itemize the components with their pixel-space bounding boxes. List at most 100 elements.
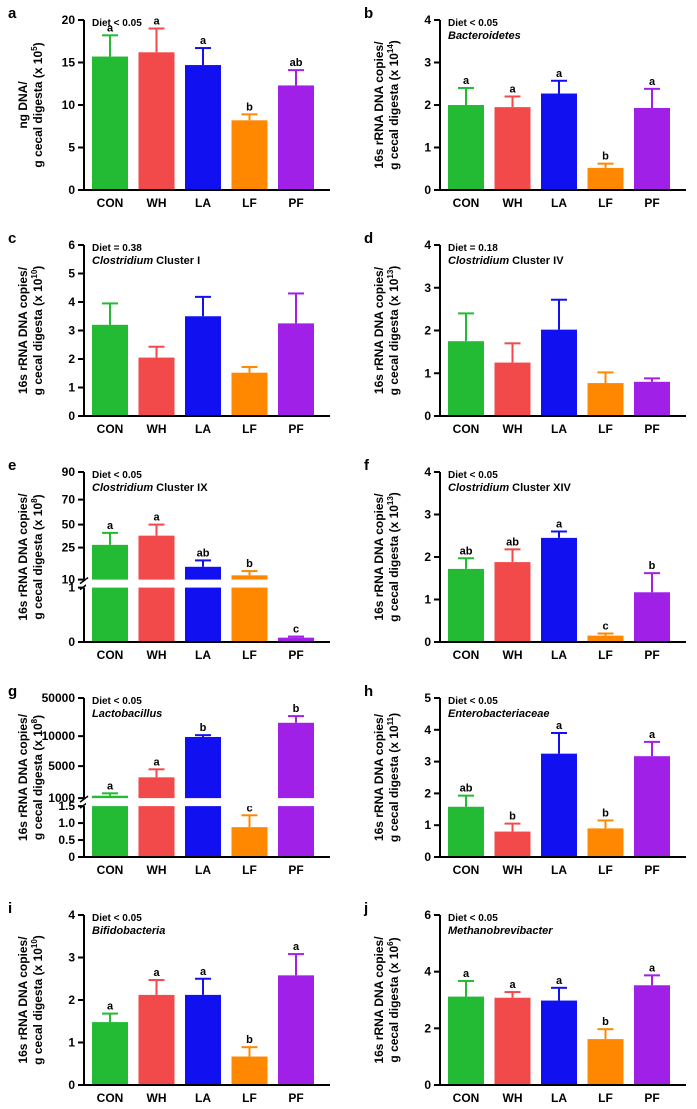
taxon-name: Clostridium xyxy=(92,482,153,494)
taxon-label: Clostridium Cluster I xyxy=(92,255,200,267)
y-axis-label-line1: ng DNA/ xyxy=(16,81,30,129)
y-tick-label: 15 xyxy=(62,56,76,70)
bar-con xyxy=(448,806,484,857)
x-tick-label: WH xyxy=(147,648,167,662)
stat-annotation: Diet < 0.05 xyxy=(92,696,142,707)
stat-annotation: Diet < 0.05 xyxy=(448,18,498,29)
y-tick-label: 2 xyxy=(424,550,431,564)
y-tick-label: 4 xyxy=(424,13,431,27)
y-axis-label-close: ) xyxy=(31,715,45,719)
significance-letter: ab xyxy=(197,547,210,559)
y-axis-label-text: g cecal digesta (x 10 xyxy=(31,278,45,395)
x-tick-label: PF xyxy=(288,196,303,210)
y-tick-label: 3 xyxy=(424,56,431,70)
bar-pf xyxy=(634,985,670,1085)
bar-lf xyxy=(587,383,624,416)
x-tick-label: PF xyxy=(644,196,659,210)
stat-annotation: Diet < 0.05 xyxy=(448,470,498,481)
y-tick-label: 2 xyxy=(424,1021,431,1035)
panel-d: d 0 1 2 3 4 CON WH LA LF PF Diet = 0.18Clostridium … xyxy=(364,230,686,436)
y-tick-label: 0.5 xyxy=(58,833,75,847)
significance-letter: a xyxy=(556,975,563,987)
significance-letter: a xyxy=(509,979,516,991)
y-axis-label-text: g cecal digesta (x 10 xyxy=(387,53,401,170)
stat-annotation: Diet < 0.05 xyxy=(92,470,142,481)
y-axis-label-close: ) xyxy=(31,266,45,270)
y-tick-label: 0 xyxy=(68,1078,75,1092)
bar-con xyxy=(448,568,484,642)
y-axis-label-line1: 16s rRNA DNA copies/ xyxy=(16,493,30,621)
y-tick-label: 1 xyxy=(68,1036,75,1050)
significance-letter: c xyxy=(602,621,608,633)
panel-letter: d xyxy=(364,230,373,247)
x-tick-label: PF xyxy=(644,422,659,436)
bar-pf xyxy=(278,323,314,416)
panel-letter: e xyxy=(8,457,16,474)
significance-letter: b xyxy=(602,151,609,163)
x-tick-label: CON xyxy=(97,648,124,662)
y-axis-label-close: ) xyxy=(387,40,401,44)
taxon-name: Lactobacillus xyxy=(92,708,162,720)
bar-la xyxy=(185,737,221,857)
y-tick-label: 50 xyxy=(62,518,76,532)
x-tick-label: LF xyxy=(598,1091,613,1105)
bar-pf xyxy=(634,107,670,190)
y-tick-label: 5 xyxy=(68,141,75,155)
significance-letter: a xyxy=(107,22,114,34)
taxon-name: Clostridium xyxy=(92,255,153,267)
significance-letter: b xyxy=(602,807,609,819)
y-axis-label-exponent: 11 xyxy=(386,716,395,725)
stat-annotation: Diet = 0.18 xyxy=(448,243,498,254)
bar-la xyxy=(185,566,221,642)
stat-annotation: Diet < 0.05 xyxy=(448,913,498,924)
y-axis-label-exponent: 10 xyxy=(30,269,39,278)
panel-letter: a xyxy=(8,5,17,22)
y-axis-label-exponent: 13 xyxy=(386,496,395,505)
y-tick-label: 10000 xyxy=(42,729,76,743)
significance-letter: b xyxy=(509,811,516,823)
x-tick-label: LA xyxy=(195,1091,211,1105)
y-tick-label: 0 xyxy=(68,183,75,197)
y-tick-label: 1 xyxy=(424,366,431,380)
y-axis-label-exponent: 5 xyxy=(30,46,39,51)
y-tick-label: 0 xyxy=(68,850,75,864)
y-axis-label-close: ) xyxy=(387,266,401,270)
stat-annotation: Diet < 0.05 xyxy=(92,913,142,924)
bar-la xyxy=(185,65,221,190)
x-tick-label: LA xyxy=(195,422,211,436)
significance-letter: a xyxy=(556,720,563,732)
y-tick-label: 0 xyxy=(424,1078,431,1092)
x-tick-label: LF xyxy=(598,648,613,662)
bar-pf xyxy=(278,975,314,1085)
y-axis-label-line1: 16s rRNA DNA copies/ xyxy=(372,41,386,169)
y-axis-label-line2: g cecal digesta (x 1010) xyxy=(30,935,45,1065)
taxon-name: Bacteroidetes xyxy=(448,30,521,42)
significance-letter: a xyxy=(293,941,300,953)
y-tick-label: 4 xyxy=(424,465,431,479)
x-tick-label: CON xyxy=(453,1091,480,1105)
significance-letter: b xyxy=(293,703,300,715)
x-tick-label: CON xyxy=(453,648,480,662)
panel-letter: i xyxy=(8,900,12,917)
y-axis-label-close: ) xyxy=(31,42,45,46)
significance-letter: a xyxy=(556,519,563,531)
panel-c: c 0 1 2 3 4 5 6 CON WH LA LF PF Diet = 0.38Clostridiu… xyxy=(8,230,330,436)
axis-break-gap xyxy=(86,579,332,588)
y-tick-label: 5 xyxy=(424,691,431,705)
x-tick-label: CON xyxy=(97,1091,124,1105)
significance-letter: a xyxy=(463,75,470,87)
y-tick-label: 0 xyxy=(424,409,431,423)
y-tick-label: 6 xyxy=(68,238,75,252)
y-axis-label-line2: g cecal digesta (x 108) xyxy=(30,715,45,840)
x-tick-label: LA xyxy=(551,196,567,210)
panel-letter: c xyxy=(8,230,16,247)
significance-letter: b xyxy=(200,722,207,734)
bar-wh xyxy=(494,997,531,1085)
y-tick-label: 1 xyxy=(424,818,431,832)
significance-letter: b xyxy=(602,1016,609,1028)
y-tick-label: 70 xyxy=(62,493,76,507)
y-tick-label: 3 xyxy=(424,508,431,522)
bar-lf xyxy=(587,828,624,857)
x-tick-label: CON xyxy=(453,863,480,877)
y-axis-label-exponent: 13 xyxy=(386,269,395,278)
